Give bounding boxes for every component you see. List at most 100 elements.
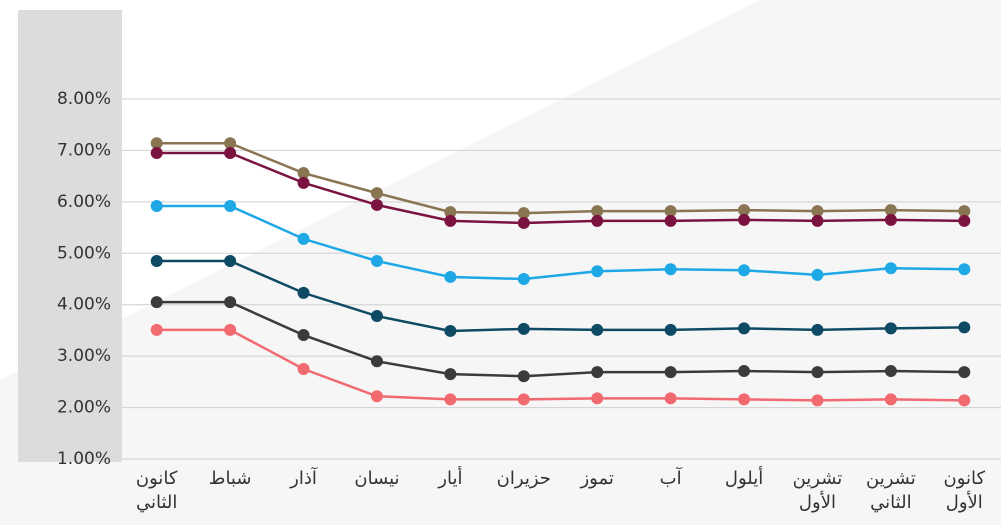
data-point: [958, 205, 971, 218]
data-point: [297, 363, 310, 375]
data-point: [591, 214, 604, 227]
data-point: [811, 214, 824, 227]
x-tick-label: شباط: [209, 468, 252, 489]
data-point: [517, 273, 530, 285]
y-tick-label: 3.00%: [57, 346, 111, 366]
data-point: [370, 355, 383, 368]
data-point: [224, 255, 237, 267]
data-point: [444, 368, 457, 381]
data-point: [150, 296, 163, 309]
data-point: [297, 176, 310, 189]
series-line: [156, 259, 965, 333]
data-point: [811, 323, 824, 336]
data-point: [738, 322, 751, 335]
data-point: [517, 207, 530, 220]
data-point: [444, 214, 457, 227]
data-point: [591, 265, 604, 278]
x-tick-label: كانون الثاني: [136, 468, 178, 513]
data-point: [517, 322, 530, 335]
y-tick-label: 2.00%: [57, 398, 111, 418]
data-point: [664, 366, 677, 379]
data-point: [738, 213, 751, 226]
data-point: [591, 323, 604, 336]
data-point: [370, 255, 383, 267]
data-point: [884, 393, 897, 406]
y-tick-label: 7.00%: [57, 140, 111, 160]
data-point: [444, 393, 457, 406]
data-point: [664, 392, 677, 405]
data-point: [591, 205, 604, 218]
data-point: [150, 147, 163, 159]
data-point: [591, 392, 604, 405]
data-point: [591, 366, 604, 379]
data-point: [370, 310, 383, 323]
data-point: [958, 366, 971, 379]
y-tick-label: 6.00%: [57, 192, 111, 212]
axis-panel: [18, 10, 122, 462]
series-line: [156, 300, 965, 378]
data-point: [297, 232, 310, 245]
series-line: [156, 151, 965, 225]
data-point: [811, 205, 824, 218]
x-tick-label: حزيران: [497, 468, 551, 489]
data-point: [738, 264, 751, 277]
data-point: [224, 296, 237, 309]
x-tick-label: أيلول: [725, 466, 763, 489]
data-point: [738, 365, 751, 378]
series-line: [156, 204, 965, 281]
data-point: [224, 323, 237, 336]
data-point: [958, 214, 971, 227]
data-point: [370, 390, 383, 403]
series-line: [156, 141, 965, 215]
x-tick-label: تشرين الأول: [793, 468, 843, 513]
data-point: [370, 187, 383, 200]
data-point: [664, 323, 677, 336]
data-point: [297, 167, 310, 180]
data-point: [517, 370, 530, 383]
data-point: [517, 216, 530, 229]
data-point: [224, 147, 237, 159]
data-point: [958, 321, 971, 334]
data-point: [811, 394, 824, 407]
y-tick-label: 5.00%: [57, 243, 111, 263]
data-point: [224, 137, 237, 150]
data-point: [444, 324, 457, 337]
y-tick-label: 8.00%: [57, 89, 111, 109]
data-point: [811, 268, 824, 281]
data-point: [370, 198, 383, 211]
data-point: [297, 329, 310, 342]
x-tick-label: تشرين الثاني: [866, 468, 916, 513]
x-tick-label: نيسان: [354, 468, 399, 489]
y-tick-label: 1.00%: [57, 449, 111, 469]
data-point: [664, 214, 677, 227]
data-point: [297, 286, 310, 299]
data-point: [150, 137, 163, 150]
data-point: [958, 263, 971, 276]
x-tick-label: آب: [660, 466, 683, 489]
data-point: [444, 270, 457, 283]
data-point: [738, 204, 751, 217]
x-tick-label: آذار: [289, 466, 318, 489]
data-point: [738, 393, 751, 406]
data-point: [517, 393, 530, 406]
data-point: [884, 213, 897, 226]
data-point: [224, 199, 237, 212]
x-tick-label: أيار: [437, 466, 462, 489]
x-tick-label: كانون الأول: [943, 468, 985, 513]
data-point: [884, 204, 897, 217]
series-line: [156, 328, 965, 402]
data-point: [884, 262, 897, 275]
data-point: [150, 323, 163, 336]
data-point: [811, 366, 824, 379]
x-tick-label: تموز: [579, 468, 613, 489]
y-tick-label: 4.00%: [57, 295, 111, 315]
data-point: [664, 205, 677, 218]
data-point: [444, 206, 457, 219]
data-point: [664, 263, 677, 276]
data-point: [884, 322, 897, 335]
data-point: [958, 394, 971, 407]
data-point: [150, 255, 163, 267]
data-point: [884, 365, 897, 378]
